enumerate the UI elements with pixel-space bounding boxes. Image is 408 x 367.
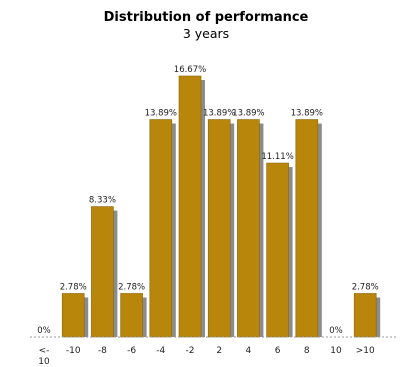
value-label: 2.78% xyxy=(60,282,87,292)
value-label: 16.67% xyxy=(174,65,206,75)
bars xyxy=(61,75,377,338)
bar xyxy=(295,119,319,338)
value-label: 2.78% xyxy=(352,282,379,292)
bar xyxy=(237,119,260,338)
x-tick-label: <-10 xyxy=(38,346,50,367)
value-label: 8.33% xyxy=(89,196,116,206)
value-label: 13.89% xyxy=(291,109,323,119)
x-tick-label: 4 xyxy=(246,346,252,356)
bar xyxy=(91,206,114,338)
x-tick-label: 6 xyxy=(275,346,281,356)
x-tick-label: -10 xyxy=(66,346,81,356)
x-tick-label: -4 xyxy=(156,346,165,356)
x-tick-label: -8 xyxy=(98,346,107,356)
x-tick-label: >10 xyxy=(356,346,375,356)
value-label: 0% xyxy=(329,326,343,336)
bar xyxy=(120,293,143,338)
value-label: 13.89% xyxy=(145,109,177,119)
chart-subtitle: 3 years xyxy=(183,26,229,41)
bar xyxy=(149,119,173,338)
x-tick-label: -2 xyxy=(186,346,195,356)
x-tick-label: 8 xyxy=(304,346,310,356)
value-label: 13.89% xyxy=(232,109,264,119)
value-label: 2.78% xyxy=(118,282,145,292)
bar xyxy=(61,293,85,338)
x-tick-labels: <-10 -10 -8 -6 -4 -2 2 4 6 8 10 >10 xyxy=(38,346,375,367)
bar xyxy=(178,75,202,338)
value-label: 13.89% xyxy=(203,109,235,119)
bar xyxy=(266,162,289,338)
x-tick-label: 2 xyxy=(216,346,222,356)
chart-title: Distribution of performance xyxy=(104,10,309,25)
x-tick-label: 10 xyxy=(330,346,342,356)
value-labels: 0%2.78%8.33%2.78%13.89%16.67%13.89%13.89… xyxy=(37,65,378,336)
x-tick-label: -6 xyxy=(127,346,136,356)
bar xyxy=(353,293,377,338)
value-label: 0% xyxy=(37,326,51,336)
value-label: 11.11% xyxy=(261,152,293,162)
bar xyxy=(207,119,231,338)
